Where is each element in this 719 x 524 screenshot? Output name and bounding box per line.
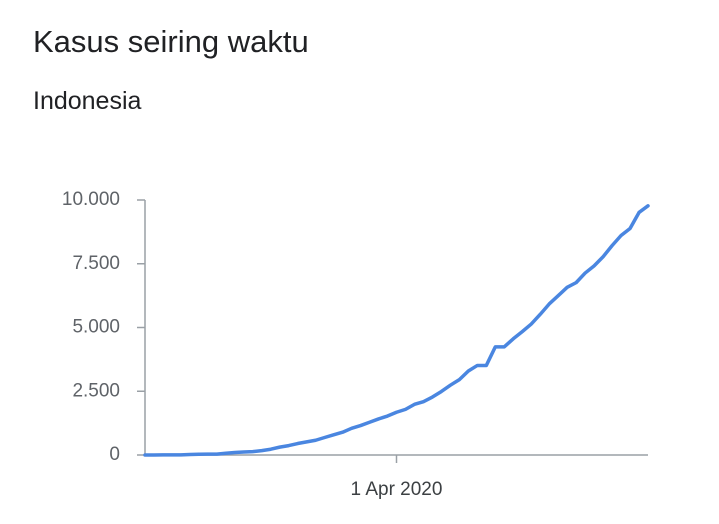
y-tick-label: 10.000 bbox=[62, 189, 120, 210]
y-tick-label: 5.000 bbox=[72, 317, 120, 338]
chart-subtitle: Indonesia bbox=[33, 87, 142, 115]
y-tick-label: 0 bbox=[109, 444, 120, 465]
chart-title: Kasus seiring waktu bbox=[33, 24, 309, 59]
y-tick-label: 2.500 bbox=[72, 380, 120, 401]
y-tick-label: 7.500 bbox=[72, 253, 120, 274]
x-tick-label: 1 Apr 2020 bbox=[351, 479, 443, 500]
data-line bbox=[143, 204, 650, 457]
